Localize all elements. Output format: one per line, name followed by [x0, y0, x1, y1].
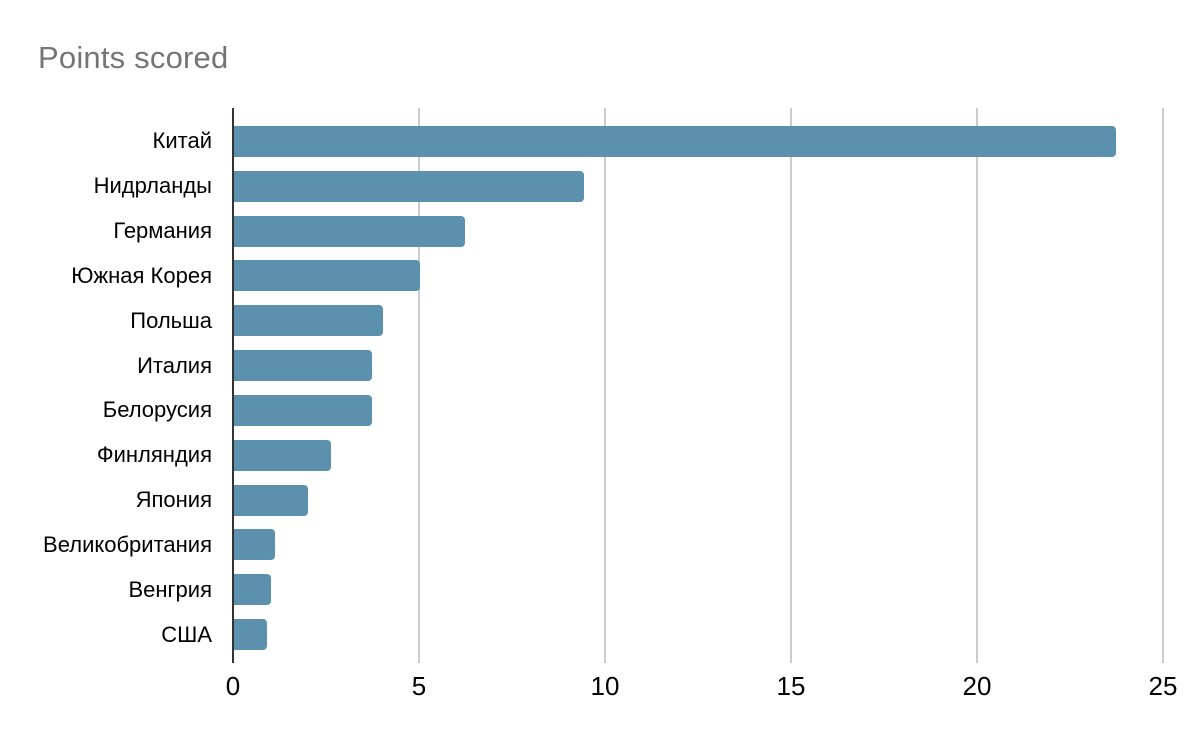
- category-label: Венгрия: [128, 576, 212, 602]
- category-label: Нидрланды: [93, 173, 212, 199]
- x-tick-label-10: 10: [590, 671, 620, 701]
- gridline-x-20: [976, 108, 978, 663]
- bar-3: [234, 215, 465, 247]
- bar-rows: Китай Нидрланды Германия Южная Корея Польша И…: [0, 119, 1200, 657]
- table-row: Германия: [0, 209, 1200, 254]
- category-label: США: [161, 621, 212, 647]
- category-label: Германия: [113, 218, 212, 244]
- table-row: Польша: [0, 298, 1200, 343]
- bar-6: [234, 350, 372, 382]
- x-tick-label-20: 20: [962, 671, 992, 701]
- table-row: Белорусия: [0, 388, 1200, 433]
- table-row: Япония: [0, 478, 1200, 523]
- x-tick-label-0: 0: [225, 671, 241, 701]
- category-label: Италия: [137, 352, 212, 378]
- table-row: Китай: [0, 119, 1200, 164]
- bar-2: [234, 170, 584, 202]
- category-label: Китай: [152, 128, 212, 154]
- category-label: Финляндия: [96, 442, 212, 468]
- gridline-x-5: [418, 108, 420, 663]
- table-row: Италия: [0, 343, 1200, 388]
- table-row: Великобритания: [0, 522, 1200, 567]
- table-row: Южная Корея: [0, 253, 1200, 298]
- x-tick-label-15: 15: [776, 671, 806, 701]
- table-row: Нидрланды: [0, 164, 1200, 209]
- bar-7: [234, 394, 372, 426]
- chart-title: Points scored: [38, 40, 229, 75]
- category-label: Белорусия: [102, 397, 212, 423]
- table-row: США: [0, 612, 1200, 657]
- bar-8: [234, 439, 331, 471]
- category-label: Великобритания: [43, 531, 212, 557]
- category-label: Южная Корея: [71, 262, 212, 288]
- x-tick-label-5: 5: [411, 671, 427, 701]
- category-label: Япония: [135, 487, 212, 513]
- x-axis-tick-labels: 0 5 10 15 20 25: [0, 671, 1200, 705]
- category-label: Польша: [130, 307, 212, 333]
- table-row: Венгрия: [0, 567, 1200, 612]
- bar-9: [234, 484, 309, 516]
- bar-5: [234, 305, 383, 337]
- y-axis-line: [232, 108, 234, 663]
- bar-4: [234, 260, 420, 292]
- table-row: Финляндия: [0, 433, 1200, 478]
- gridline-x-10: [604, 108, 606, 663]
- gridline-x-15: [790, 108, 792, 663]
- bar-1: [234, 125, 1116, 157]
- gridline-x-25: [1162, 108, 1164, 663]
- bar-11: [234, 574, 272, 606]
- bar-10: [234, 529, 275, 561]
- x-tick-label-25: 25: [1148, 671, 1178, 701]
- bar-12: [234, 619, 268, 651]
